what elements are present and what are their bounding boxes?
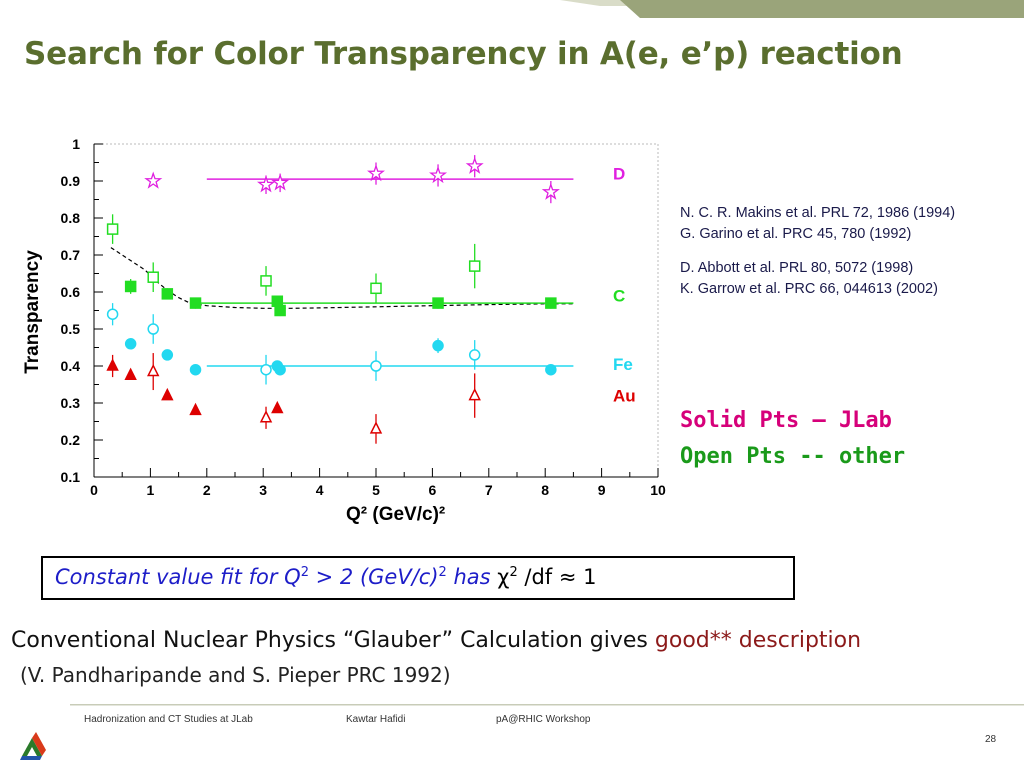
transparency-chart: 0 1 2 3 4 5 6 7 8 9 10 0.1 0.2 0.3 0.4 0.5 0.6 0.7 0.8 0.9 1… [22,136,666,525]
plot-frame [93,143,659,478]
y-tick-label: 0.8 [61,210,81,226]
point-d [367,164,385,182]
x-tick-label: 5 [372,482,380,498]
point-fe [106,308,119,320]
fit-text-part2: > 2 (GeV/c) [308,565,439,589]
y-tick-label: 0.3 [61,395,81,411]
point-au [369,421,383,434]
point-c [260,275,272,287]
point-c [545,297,557,309]
fit-text-part1: Constant value fit for Q [55,565,301,589]
glauber-statement: Conventional Nuclear Physics “Glauber” C… [11,628,861,653]
x-tick-label: 7 [485,482,493,498]
page-title: Search for Color Transparency in A(e, e’… [24,36,903,72]
x-tick-label: 3 [259,482,267,498]
glauber-reference: (V. Pandharipande and S. Pieper PRC 1992… [20,663,451,687]
legend-open-points: Open Pts -- other [680,444,906,469]
y-tick-label: 0.1 [61,469,81,485]
y-tick-label: 0.2 [61,432,81,448]
x-tick-label: 6 [429,482,437,498]
page-number: 28 [985,734,997,745]
fit-text-part4: /df ≈ 1 [517,565,597,589]
point-fe [274,363,286,376]
x-tick-label: 4 [316,482,324,498]
point-fe [124,338,137,350]
fit-text-sup1: 2 [300,565,309,580]
y-tick-label: 0.7 [61,247,81,263]
point-d [541,182,560,200]
point-d [271,173,290,191]
point-au [259,410,273,423]
point-au [189,402,202,416]
fit-text-sup2: 2 [438,565,447,580]
header-decoration [560,0,1024,18]
fit-result-text: Constant value fit for Q2 > 2 (GeV/c)2 h… [55,565,597,589]
point-au [161,387,174,401]
reference-abbott: D. Abbott et al. PRL 80, 5072 (1998) [680,260,914,276]
point-c [124,280,137,293]
point-au [124,367,137,380]
y-axis-label: Transparency [22,250,43,374]
point-fe [260,363,272,376]
y-tick-label: 0.9 [61,173,81,189]
y-tick-label: 0.6 [61,284,81,300]
reference-garino: G. Garino et al. PRC 45, 780 (1992) [680,226,912,242]
reference-makins: N. C. R. Makins et al. PRL 72, 1986 (199… [680,205,956,221]
fit-text-sup3: 2 [509,565,518,580]
point-au [468,387,481,401]
point-au [271,400,284,414]
point-fe [545,363,557,376]
point-d [144,171,163,189]
series-label-d: D [613,165,625,184]
point-c [147,271,159,283]
point-c [161,288,174,300]
x-tick-label: 2 [203,482,211,498]
point-fe [189,363,202,376]
reference-garrow: K. Garrow et al. PRC 66, 044613 (2002) [680,281,938,297]
point-fe [370,360,382,372]
fit-result-box: Constant value fit for Q2 > 2 (GeV/c)2 h… [41,556,795,600]
x-axis-label: Q² (GeV/c)² [346,504,445,525]
point-fe [147,323,159,335]
footer-workshop: pA@RHIC Workshop [496,714,591,725]
glauber-highlight: good** description [654,628,862,653]
references-group-2: D. Abbott et al. PRL 80, 5072 (1998) K. … [680,258,938,300]
y-tick-label: 0.5 [61,321,81,337]
series-label-fe: Fe [613,355,633,374]
x-tick-label: 10 [650,482,666,498]
point-au [147,363,160,377]
point-au [106,358,119,371]
glauber-text: Conventional Nuclear Physics “Glauber” C… [11,628,655,653]
point-c [189,297,202,309]
fit-text-part3: has [446,565,498,589]
point-c [432,297,444,309]
point-d [429,165,448,184]
legend-solid-points: Solid Pts – JLab [680,408,892,433]
point-d [256,175,276,193]
x-tick-label: 9 [598,482,606,498]
glauber-curve [110,247,574,309]
fit-text-chi: χ [497,565,510,589]
point-c [274,304,286,317]
y-tick-label: 0.4 [61,358,81,374]
point-c [468,260,481,272]
footer-event-title: Hadronization and CT Studies at JLab [84,714,253,725]
footer-author: Kawtar Hafidi [346,714,406,725]
point-d [465,156,484,174]
series-label-c: C [613,287,625,306]
point-fe [161,349,174,361]
point-c [106,223,119,235]
y-tick-label: 1 [72,136,80,152]
footer-decoration [20,704,1024,760]
x-tick-label: 1 [147,482,155,498]
point-fe [468,349,481,361]
series-label-au: Au [613,387,636,406]
x-tick-label: 8 [541,482,549,498]
x-tick-label: 0 [90,482,98,498]
point-fe [432,339,444,352]
point-c [370,282,382,295]
references-group-1: N. C. R. Makins et al. PRL 72, 1986 (199… [680,203,955,245]
